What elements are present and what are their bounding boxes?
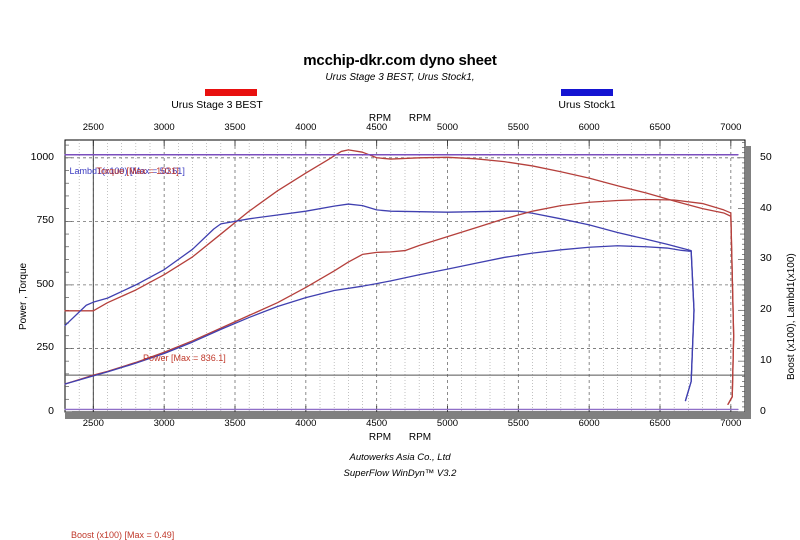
y-tick-1000: 1000 xyxy=(30,150,54,163)
legend-label-stock1: Urus Stock1 xyxy=(558,99,616,111)
x-tick-bottom-5500: 5500 xyxy=(507,418,529,429)
legend-label-stage3: Urus Stage 3 BEST xyxy=(171,99,263,111)
x-tick-bottom-6000: 6000 xyxy=(578,418,600,429)
y2-tick-40: 40 xyxy=(760,201,772,214)
bottom-axis-rpm-label-1: RPM xyxy=(368,432,392,443)
legend-swatch-stage3 xyxy=(205,89,257,96)
y2-tick-20: 20 xyxy=(760,303,772,316)
x-tick-top-2500: 2500 xyxy=(82,122,104,133)
x-tick-top-7000: 7000 xyxy=(720,122,742,133)
x-tick-bottom-4500: 4500 xyxy=(366,418,388,429)
x-tick-top-3500: 3500 xyxy=(224,122,246,133)
y2-tick-0: 0 xyxy=(760,405,766,417)
plot-annotation-3: Boost (x100) [Max = 0.49] xyxy=(71,530,175,540)
top-axis-rpm-label-2: RPM xyxy=(408,113,432,124)
plot-annotation-0: Lambd1(x100) [Max = 50.61] xyxy=(69,166,185,176)
plot-annotation-1: Torque [Max = 1031] xyxy=(96,166,179,176)
y-tick-500: 500 xyxy=(36,277,54,290)
footer-line-2: SuperFlow WinDyn™ V3.2 xyxy=(343,468,457,479)
y2-tick-30: 30 xyxy=(760,252,772,265)
plot-annotation-2: Power [Max = 836.1] xyxy=(143,353,226,363)
x-tick-bottom-2500: 2500 xyxy=(82,418,104,429)
axis-right-band xyxy=(745,146,751,418)
x-tick-top-5000: 5000 xyxy=(436,122,459,133)
x-tick-bottom-3000: 3000 xyxy=(153,418,175,429)
x-tick-top-6500: 6500 xyxy=(649,122,671,133)
x-tick-bottom-6500: 6500 xyxy=(649,418,671,429)
series-line-3 xyxy=(64,245,695,402)
y2-tick-10: 10 xyxy=(760,354,772,367)
bottom-axis-rpm-label-2: RPM xyxy=(408,432,432,443)
series-line-1 xyxy=(64,203,695,402)
page-subtitle: Urus Stage 3 BEST, Urus Stock1, xyxy=(325,72,475,83)
x-tick-top-4500: 4500 xyxy=(366,122,388,133)
x-tick-bottom-7000: 7000 xyxy=(720,418,742,429)
x-tick-top-4000: 4000 xyxy=(295,122,317,133)
footer-line-1: Autowerks Asia Co., Ltd xyxy=(349,452,451,463)
top-axis-rpm-label-1: RPM xyxy=(368,113,392,124)
y-tick-0: 0 xyxy=(48,405,54,417)
y-tick-250: 250 xyxy=(36,341,54,354)
series-line-0 xyxy=(64,149,735,406)
x-tick-bottom-5000: 5000 xyxy=(436,418,459,429)
x-tick-bottom-3500: 3500 xyxy=(224,418,246,429)
x-tick-bottom-4000: 4000 xyxy=(295,418,317,429)
y2-tick-50: 50 xyxy=(760,150,772,163)
legend-swatch-stock1 xyxy=(561,89,613,96)
x-tick-top-3000: 3000 xyxy=(153,122,175,133)
y-tick-750: 750 xyxy=(36,214,54,227)
series-line-2 xyxy=(64,198,735,406)
x-tick-top-5500: 5500 xyxy=(507,122,529,133)
x-tick-top-6000: 6000 xyxy=(578,122,600,133)
axis-bottom-band xyxy=(65,412,751,419)
page-title: mcchip-dkr.com dyno sheet xyxy=(303,52,497,69)
